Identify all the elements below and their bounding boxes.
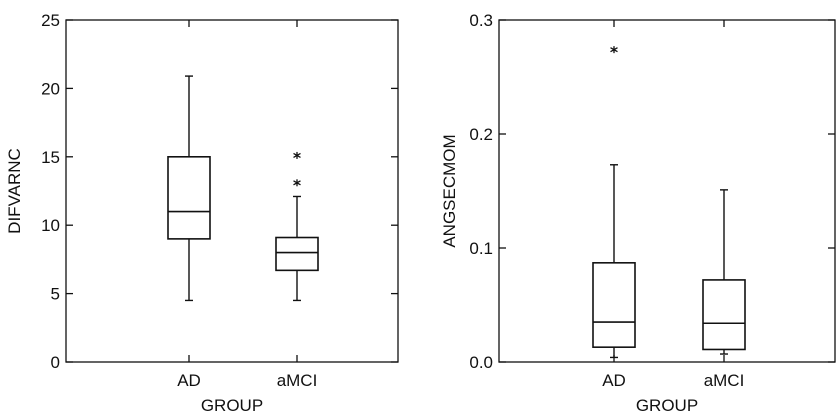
chart-panel-2: 0.0 0.1 0.2 0.3 AD aMCI GROUP ANGSECMOM xyxy=(440,11,836,415)
plot-frame xyxy=(498,19,836,363)
y-tick-label: 5 xyxy=(51,285,60,304)
x-tick-label: aMCI xyxy=(277,371,318,390)
outlier-marker xyxy=(293,179,301,187)
y-axis-title: ANGSECMOM xyxy=(440,134,459,247)
y-tick-label: 10 xyxy=(41,216,60,235)
x-tick-label: AD xyxy=(602,371,626,390)
interquartile-box xyxy=(275,236,319,272)
interquartile-box xyxy=(592,262,636,348)
box-aMCI xyxy=(275,151,319,302)
y-tick-label: 20 xyxy=(41,79,60,98)
y-tick-label: 0 xyxy=(51,353,60,372)
y-axis-title: DIFVARNC xyxy=(5,148,24,234)
y-tick-label: 0.1 xyxy=(469,239,493,258)
box-aMCI xyxy=(702,189,746,355)
interquartile-box xyxy=(702,279,746,351)
y-tick-label: 0.2 xyxy=(469,125,493,144)
outlier-stroke xyxy=(293,180,301,186)
y-tick-label: 0.0 xyxy=(469,353,493,372)
x-axis-title: GROUP xyxy=(636,396,698,415)
x-tick-label: aMCI xyxy=(704,371,745,390)
y-tick-label: 0.3 xyxy=(469,11,493,30)
outlier-marker xyxy=(610,46,618,54)
y-tick-label: 15 xyxy=(41,148,60,167)
outlier-stroke xyxy=(610,47,618,53)
x-tick-label: AD xyxy=(177,371,201,390)
box-AD xyxy=(167,75,211,302)
outlier-stroke xyxy=(293,152,301,158)
box-AD xyxy=(592,46,636,359)
y-tick-label: 25 xyxy=(41,11,60,30)
plot-frame xyxy=(65,19,399,363)
chart-panel-1: 0 5 10 15 20 25 AD aMCI GROUP DIFVARNC xyxy=(5,11,399,415)
interquartile-box xyxy=(167,156,211,240)
x-axis-title: GROUP xyxy=(201,396,263,415)
outlier-marker xyxy=(293,151,301,159)
